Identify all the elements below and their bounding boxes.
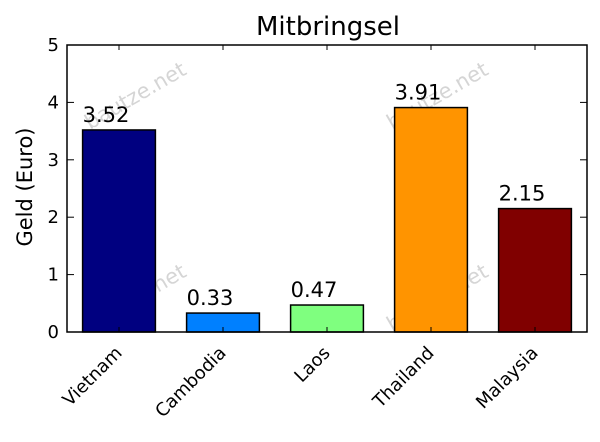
- y-axis-label: Geld (Euro): [13, 127, 37, 246]
- data-label-malaysia: 2.15: [499, 182, 546, 206]
- y-tick-label: 2: [48, 207, 59, 228]
- x-tick-label-thailand: Thailand: [368, 343, 438, 413]
- x-tick-label-malaysia: Malaysia: [472, 343, 542, 413]
- data-label-cambodia: 0.33: [187, 286, 234, 310]
- y-tick-label: 1: [48, 265, 59, 286]
- y-tick-label: 0: [48, 322, 59, 343]
- plot-frame: [66, 44, 588, 333]
- y-tick-label: 4: [48, 92, 59, 113]
- bars-group: [81, 106, 573, 333]
- x-tick-label-vietnam: Vietnam: [59, 343, 127, 411]
- bar-vietnam: [81, 129, 157, 333]
- x-tick-label-laos: Laos: [290, 343, 334, 387]
- bar-malaysia: [497, 207, 573, 333]
- bar-thailand: [393, 106, 469, 333]
- data-label-vietnam: 3.52: [83, 103, 130, 127]
- data-label-laos: 0.47: [291, 278, 338, 302]
- data-label-thailand: 3.91: [395, 81, 442, 105]
- data-labels-group: 3.52 0.33 0.47 3.91 2.15: [83, 81, 546, 310]
- chart-title: Mitbringsel: [256, 12, 400, 42]
- y-tick-label: 3: [48, 150, 59, 171]
- y-tick-label: 5: [48, 35, 59, 56]
- x-tick-label-cambodia: Cambodia: [151, 343, 230, 422]
